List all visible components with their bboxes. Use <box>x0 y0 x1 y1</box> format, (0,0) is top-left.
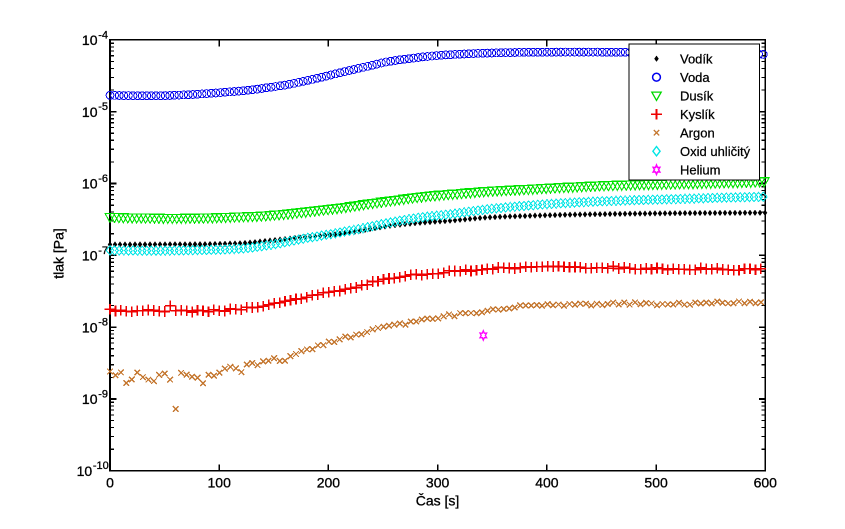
svg-text:-8: -8 <box>98 317 108 329</box>
svg-text:-4: -4 <box>98 29 108 41</box>
svg-text:Vodík: Vodík <box>680 51 713 66</box>
svg-text:100: 100 <box>208 474 232 490</box>
svg-text:400: 400 <box>535 474 559 490</box>
svg-text:Argon: Argon <box>680 125 715 140</box>
svg-text:0: 0 <box>106 474 114 490</box>
svg-text:Dusík: Dusík <box>680 88 714 103</box>
svg-text:10: 10 <box>82 248 98 264</box>
svg-text:200: 200 <box>317 474 341 490</box>
svg-text:10: 10 <box>82 176 98 192</box>
svg-text:Voda: Voda <box>680 70 710 85</box>
svg-text:10: 10 <box>82 32 98 48</box>
svg-text:10: 10 <box>77 463 93 479</box>
svg-text:-9: -9 <box>98 388 108 400</box>
svg-text:-7: -7 <box>98 245 108 257</box>
svg-text:600: 600 <box>754 474 778 490</box>
svg-text:300: 300 <box>426 474 450 490</box>
svg-text:Čas [s]: Čas [s] <box>416 493 460 509</box>
svg-text:10: 10 <box>82 319 98 335</box>
svg-text:Helium: Helium <box>680 162 720 177</box>
svg-text:10: 10 <box>82 391 98 407</box>
svg-text:-5: -5 <box>98 101 108 113</box>
svg-text:Oxid uhličitý: Oxid uhličitý <box>680 144 751 159</box>
svg-text:tlak [Pa]: tlak [Pa] <box>51 228 67 279</box>
svg-text:10: 10 <box>82 104 98 120</box>
svg-text:500: 500 <box>644 474 668 490</box>
svg-text:Kyslík: Kyslík <box>680 107 715 122</box>
svg-text:-10: -10 <box>93 460 109 472</box>
svg-text:-6: -6 <box>98 173 108 185</box>
